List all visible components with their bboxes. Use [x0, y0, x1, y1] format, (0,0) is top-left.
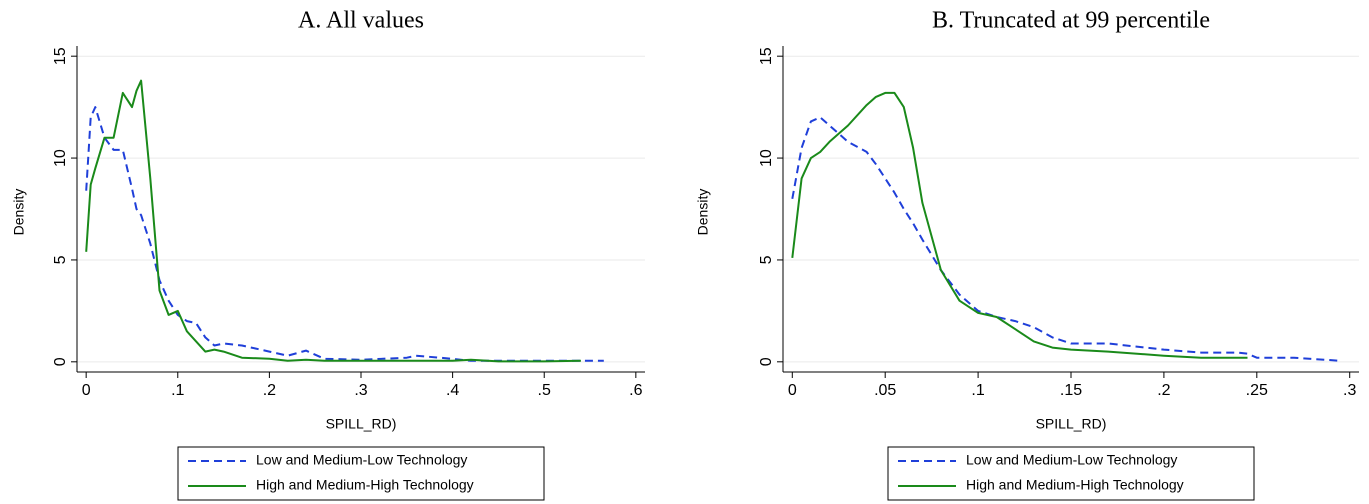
y-axis-label: Density [695, 189, 711, 236]
x-tick-label: 0 [788, 382, 797, 399]
y-tick-label: 15 [52, 47, 69, 65]
y-axis-label: Density [11, 189, 27, 236]
chart-title: A. All values [298, 8, 424, 34]
x-tick-label: .2 [1157, 382, 1170, 399]
series-line [791, 116, 1341, 362]
x-tick-label: .25 [1246, 382, 1268, 399]
x-tick-label: .15 [1060, 382, 1082, 399]
legend-label: Low and Medium-Low Technology [966, 452, 1177, 468]
x-axis-label: SPILL_RD) [326, 416, 397, 432]
legend-label: High and Medium-High Technology [256, 477, 474, 493]
x-tick-label: .05 [874, 382, 896, 399]
legend-label: Low and Medium-Low Technology [256, 452, 467, 468]
x-tick-label: 0 [82, 382, 91, 399]
x-axis-label: SPILL_RD) [1036, 416, 1107, 432]
chart-title: B. Truncated at 99 percentile [932, 8, 1210, 34]
x-tick-label: .1 [171, 382, 184, 399]
y-tick-label: 10 [758, 149, 775, 167]
y-tick-label: 15 [758, 47, 775, 65]
series-line [791, 91, 1248, 359]
x-tick-label: .6 [629, 382, 642, 399]
series-line [85, 79, 581, 363]
y-tick-label: 0 [52, 357, 69, 366]
series-line [85, 106, 604, 362]
y-tick-label: 5 [758, 255, 775, 264]
x-tick-label: .3 [354, 382, 367, 399]
x-tick-label: .2 [263, 382, 276, 399]
legend-label: High and Medium-High Technology [966, 477, 1184, 493]
x-tick-label: .4 [446, 382, 459, 399]
legend-box [177, 446, 545, 501]
legend-box [887, 446, 1255, 501]
x-tick-label: .5 [538, 382, 551, 399]
y-tick-label: 0 [758, 357, 775, 366]
y-tick-label: 10 [52, 149, 69, 167]
y-tick-label: 5 [52, 255, 69, 264]
x-tick-label: .3 [1343, 382, 1356, 399]
x-tick-label: .1 [971, 382, 984, 399]
